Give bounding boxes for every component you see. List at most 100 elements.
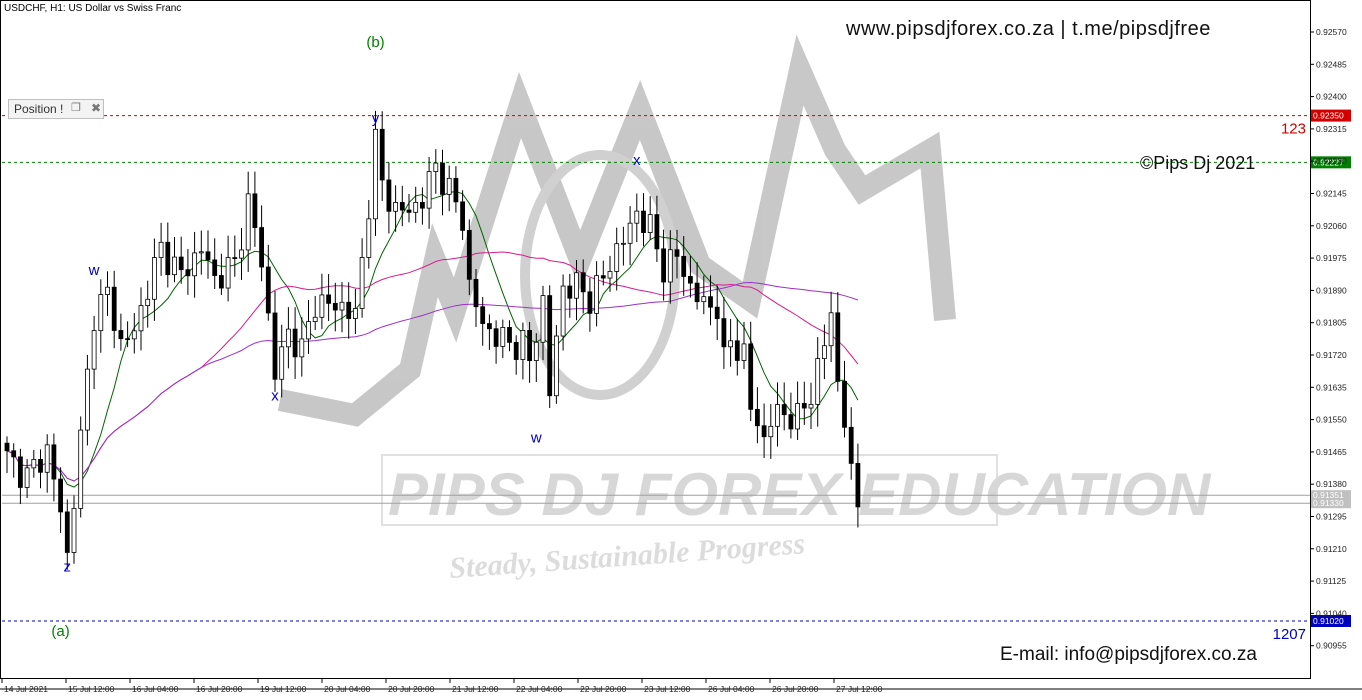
candle-body xyxy=(64,511,70,553)
candle-body xyxy=(232,257,238,259)
candle-body xyxy=(486,323,492,330)
candle-body xyxy=(406,209,412,213)
time-tick-label: 23 Jul 12:00 xyxy=(644,684,691,694)
candle-body xyxy=(151,257,157,300)
time-tick-label: 14 Jul 2021 xyxy=(4,684,48,694)
price-tick-label: 0.91550 xyxy=(1316,415,1347,425)
candle-body xyxy=(272,312,278,380)
candle-body xyxy=(714,306,720,320)
website-links: www.pipsdjforex.co.za | t.me/pipsdjfree xyxy=(846,18,1211,40)
candle-body xyxy=(85,368,90,431)
candle-body xyxy=(118,330,124,340)
price-tick-label: 0.91805 xyxy=(1316,318,1347,328)
candle-body xyxy=(11,450,17,458)
current-price-badge xyxy=(1311,498,1351,509)
candle-body xyxy=(621,242,626,245)
time-tick-label: 22 Jul 20:00 xyxy=(580,684,627,694)
candle-body xyxy=(835,312,841,382)
candle-body xyxy=(339,301,345,311)
price-tick-label: 0.90955 xyxy=(1316,641,1347,651)
candle-body xyxy=(178,256,184,271)
candle-body xyxy=(359,257,365,309)
candle-body xyxy=(788,414,794,430)
wave-label: w xyxy=(530,429,542,446)
level-annotation: 1207 xyxy=(1273,626,1306,643)
level-price-badge xyxy=(1311,156,1351,169)
candle-body xyxy=(627,222,633,244)
candle-body xyxy=(24,467,30,488)
price-tick-label: 0.91890 xyxy=(1316,285,1347,295)
candle-body xyxy=(352,308,358,319)
position-panel[interactable]: Position ! ❐ ✖ xyxy=(8,99,104,119)
candle-body xyxy=(326,294,332,304)
candle-body xyxy=(808,404,814,409)
candle-body xyxy=(607,271,613,279)
time-tick-label: 27 Jul 12:00 xyxy=(836,684,883,694)
wave-label: (a) xyxy=(51,623,69,640)
price-tick-label: 0.91040 xyxy=(1316,608,1347,618)
candle-body xyxy=(165,241,171,276)
price-tick-label: 0.92485 xyxy=(1316,59,1347,69)
candle-body xyxy=(667,249,673,283)
candle-body xyxy=(413,201,419,213)
candle-body xyxy=(292,328,298,358)
candle-body xyxy=(306,321,311,340)
price-tick-label: 0.92230 xyxy=(1316,156,1347,166)
candle-body xyxy=(741,343,747,361)
candle-body xyxy=(419,201,425,209)
candle-body xyxy=(560,285,566,337)
close-icon[interactable]: ✖ xyxy=(91,101,102,115)
price-tick-label: 0.92315 xyxy=(1316,124,1347,134)
candle-body xyxy=(225,257,231,289)
candle-body xyxy=(828,312,834,347)
candle-body xyxy=(399,202,405,211)
candle-body xyxy=(218,275,224,289)
chart-title: USDCHF, H1: US Dollar vs Swiss Franc xyxy=(4,3,182,14)
candle-body xyxy=(554,335,559,397)
candle-body xyxy=(701,296,707,303)
candle-body xyxy=(58,478,63,513)
candle-body xyxy=(285,328,291,348)
time-tick-label: 19 Jul 12:00 xyxy=(260,684,307,694)
current-price-label: 0.91330 xyxy=(1313,498,1344,508)
candle-body xyxy=(111,286,117,331)
wave-label: y xyxy=(372,110,380,127)
watermark-logo: PIPS DJ FOREX EDUCATION Steady, Sustaina… xyxy=(277,34,1212,585)
candlesticks xyxy=(4,110,861,570)
price-tick-label: 0.91210 xyxy=(1316,544,1347,554)
price-tick-label: 0.91975 xyxy=(1316,253,1347,263)
candle-body xyxy=(386,179,392,212)
level-price-label: 0.92227 xyxy=(1313,157,1344,167)
level-price-badge xyxy=(1311,109,1351,122)
price-tick-label: 0.91720 xyxy=(1316,350,1347,360)
candle-body xyxy=(426,171,432,209)
time-tick-label: 20 Jul 20:00 xyxy=(388,684,435,694)
candle-body xyxy=(78,429,84,509)
candle-body xyxy=(681,255,687,277)
candle-body xyxy=(105,286,110,295)
restore-icon[interactable]: ❐ xyxy=(71,102,81,114)
candle-body xyxy=(71,507,77,553)
candle-body xyxy=(279,346,285,380)
candle-body xyxy=(185,269,191,277)
wave-labels: (b) y w x x w z (a) xyxy=(51,34,641,640)
candle-body xyxy=(466,229,472,280)
time-axis: 14 Jul 2021 15 Jul 12:00 16 Jul 04:00 16 Ju… xyxy=(1,679,883,694)
candle-body xyxy=(4,442,10,452)
candle-body xyxy=(708,296,713,308)
candle-body xyxy=(252,193,258,228)
candle-body xyxy=(567,285,573,299)
candle-body xyxy=(312,316,318,322)
candle-body xyxy=(393,202,399,212)
candle-body xyxy=(332,302,338,311)
time-tick-label: 21 Jul 12:00 xyxy=(452,684,499,694)
wave-label: (b) xyxy=(366,34,384,51)
watermark-brand-text: PIPS DJ FOREX EDUCATION xyxy=(388,461,1212,528)
watermark-dj-figure xyxy=(520,150,680,400)
current-price-label: 0.91351 xyxy=(1313,490,1344,500)
candle-body xyxy=(44,444,50,473)
wave-label: x xyxy=(633,152,641,169)
candle-body xyxy=(641,210,646,233)
candle-body xyxy=(748,343,754,410)
